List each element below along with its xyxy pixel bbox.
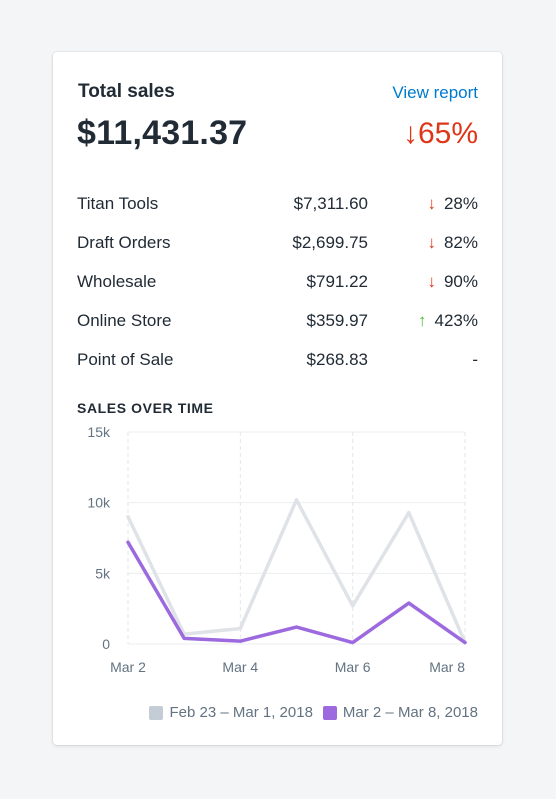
arrow-down-icon: ↓ — [427, 194, 436, 213]
x-tick-label: Mar 2 — [110, 659, 146, 675]
legend-item-current[interactable]: Mar 2 – Mar 8, 2018 — [322, 704, 478, 721]
legend-swatch — [149, 705, 164, 720]
y-tick-label: 10k — [87, 495, 111, 511]
channel-change: - — [472, 350, 478, 370]
x-tick-label: Mar 8 — [429, 659, 465, 675]
y-tick-label: 0 — [102, 636, 110, 652]
channel-change: ↑ 423% — [418, 311, 478, 331]
channel-change-value: 90% — [443, 272, 478, 291]
channel-change: ↓ 28% — [427, 194, 478, 214]
table-row: Point of Sale $268.83 - — [77, 346, 478, 385]
channel-change: ↓ 90% — [427, 272, 478, 292]
channel-change-value: 423% — [434, 311, 478, 330]
channel-name: Titan Tools — [77, 194, 159, 213]
total-sales-card: Total sales View report $11,431.37 ↓65% … — [53, 52, 502, 745]
channel-name: Online Store — [77, 311, 172, 330]
card-title: Total sales — [78, 81, 175, 102]
y-tick-label: 5k — [95, 565, 111, 581]
y-tick-label: 15k — [87, 424, 111, 440]
table-row: Titan Tools $7,311.60 ↓ 28% — [77, 190, 478, 229]
arrow-down-icon: ↓ — [427, 272, 436, 291]
view-report-link[interactable]: View report — [392, 83, 478, 102]
channel-name: Draft Orders — [77, 233, 171, 252]
channel-change-value: 82% — [443, 233, 478, 252]
legend-label: Feb 23 – Mar 1, 2018 — [169, 704, 313, 721]
series-line-current — [126, 540, 467, 645]
x-tick-label: Mar 4 — [222, 659, 258, 675]
table-row: Draft Orders $2,699.75 ↓ 82% — [77, 229, 478, 268]
arrow-up-icon: ↑ — [418, 311, 427, 330]
channel-name: Wholesale — [77, 272, 157, 291]
channel-change-value: 28% — [443, 194, 478, 213]
channel-amount: $2,699.75 — [292, 233, 368, 252]
arrow-down-icon: ↓ — [427, 233, 436, 252]
channel-amount: $268.83 — [306, 350, 368, 369]
channel-change: ↓ 82% — [427, 233, 478, 253]
legend-label: Mar 2 – Mar 8, 2018 — [342, 704, 478, 721]
channel-amount: $791.22 — [306, 272, 368, 291]
total-sales-value: $11,431.37 — [77, 114, 248, 152]
channel-name: Point of Sale — [77, 350, 174, 369]
legend-item-previous[interactable]: Feb 23 – Mar 1, 2018 — [149, 704, 313, 721]
channel-amount: $7,311.60 — [293, 194, 368, 213]
table-row: Wholesale $791.22 ↓ 90% — [77, 268, 478, 307]
section-title: SALES OVER TIME — [77, 400, 214, 416]
series-line-previous — [126, 498, 467, 645]
x-tick-label: Mar 6 — [335, 659, 371, 675]
total-change-value: 65% — [417, 117, 478, 150]
legend-swatch — [322, 705, 337, 720]
chart-legend: Feb 23 – Mar 1, 2018 Mar 2 – Mar 8, 2018 — [149, 704, 478, 721]
channel-change-value: - — [472, 350, 478, 369]
total-change: ↓65% — [403, 117, 478, 151]
arrow-down-icon: ↓ — [402, 117, 418, 150]
table-row: Online Store $359.97 ↑ 423% — [77, 307, 478, 346]
channel-breakdown: Titan Tools $7,311.60 ↓ 28% Draft Orders … — [77, 190, 478, 385]
channel-amount: $359.97 — [306, 311, 368, 330]
